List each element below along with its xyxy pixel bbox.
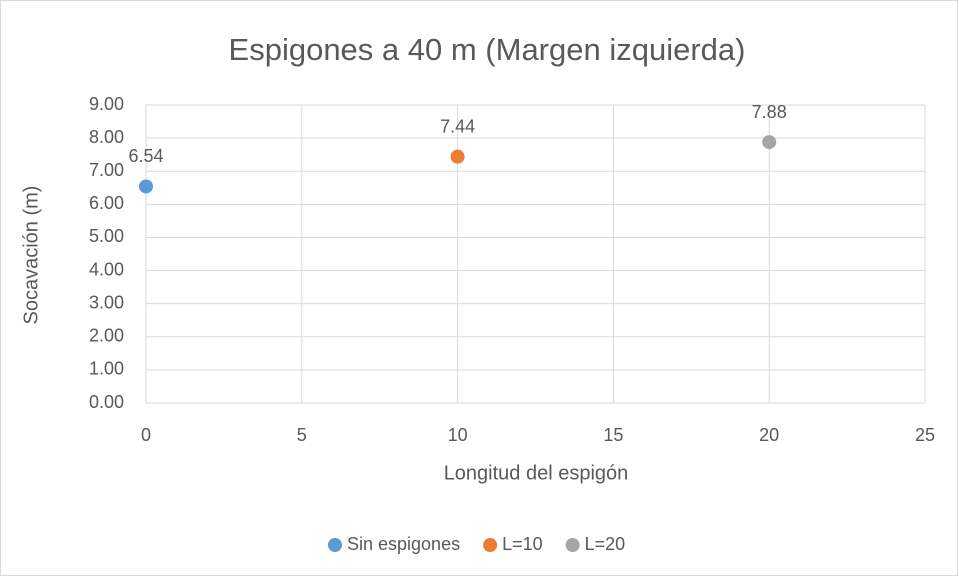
legend-marker bbox=[565, 538, 580, 552]
legend-label: Sin espigones bbox=[347, 534, 460, 554]
data-point bbox=[139, 179, 153, 194]
legend-marker bbox=[483, 538, 498, 552]
y-tick-label: 2.00 bbox=[89, 326, 124, 346]
x-tick-label: 25 bbox=[915, 425, 935, 445]
data-point bbox=[450, 149, 465, 164]
x-tick-label: 15 bbox=[603, 425, 623, 445]
y-tick-label: 0.00 bbox=[89, 392, 124, 412]
y-tick-label: 4.00 bbox=[89, 259, 124, 279]
data-point bbox=[762, 135, 777, 150]
data-label: 7.88 bbox=[752, 102, 787, 122]
y-tick-label: 7.00 bbox=[89, 160, 124, 180]
y-tick-label: 5.00 bbox=[89, 226, 124, 246]
x-tick-label: 10 bbox=[448, 425, 468, 445]
chart-title: Espigones a 40 m (Margen izquierda) bbox=[229, 32, 746, 67]
legend-marker bbox=[328, 538, 342, 552]
x-tick-label: 20 bbox=[759, 425, 779, 445]
x-axis-label: Longitud del espigón bbox=[444, 462, 629, 484]
x-tick-label: 5 bbox=[297, 425, 307, 445]
data-label: 6.54 bbox=[128, 146, 163, 166]
y-tick-label: 9.00 bbox=[89, 94, 124, 114]
y-axis-label: Socavación (m) bbox=[20, 186, 42, 325]
y-tick-label: 6.00 bbox=[89, 193, 124, 213]
legend-label: L=20 bbox=[585, 534, 626, 554]
y-tick-label: 3.00 bbox=[89, 292, 124, 312]
x-tick-label: 0 bbox=[141, 425, 151, 445]
data-label: 7.44 bbox=[440, 116, 475, 136]
y-tick-label: 8.00 bbox=[89, 127, 124, 147]
legend-label: L=10 bbox=[502, 534, 543, 554]
y-tick-label: 1.00 bbox=[89, 359, 124, 379]
